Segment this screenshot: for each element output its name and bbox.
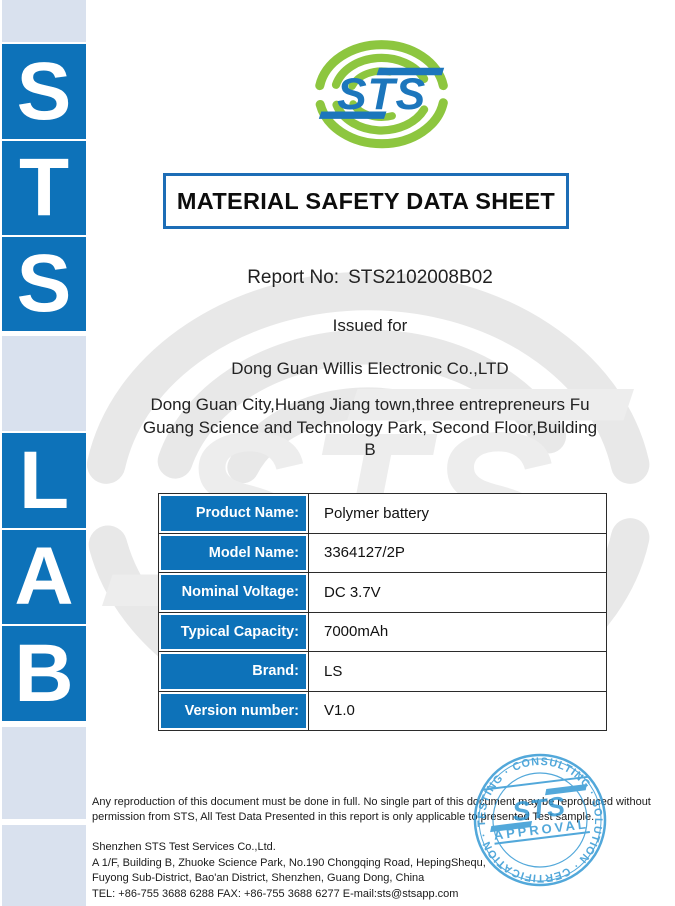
product-spec-table: Product Name: Polymer battery Model Name… xyxy=(158,493,607,731)
sidebar-letter-text: L xyxy=(18,434,70,526)
report-number-label: Report No: xyxy=(247,267,340,288)
spec-label: Typical Capacity: xyxy=(158,611,309,652)
table-row: Product Name: Polymer battery xyxy=(158,493,607,534)
sidebar-letter: S xyxy=(2,237,86,331)
address-line: Guang Science and Technology Park, Secon… xyxy=(142,417,598,437)
spec-label: Model Name: xyxy=(158,532,309,573)
sidebar-spacer xyxy=(2,0,86,42)
report-number-value: STS2102008B02 xyxy=(348,267,493,288)
sidebar-letter-column: S T S L A B xyxy=(2,0,86,906)
spec-label: Version number: xyxy=(158,690,309,731)
document-title: MATERIAL SAFETY DATA SHEET xyxy=(176,187,556,214)
customer-company-name: Dong Guan Willis Electronic Co.,LTD xyxy=(231,359,509,378)
approval-stamp: TESTING · CONSULTING · SOLUTION · CERTIF… xyxy=(469,749,612,892)
disclaimer-text: Any reproduction of this document must b… xyxy=(92,795,652,825)
spec-value: 7000mAh xyxy=(308,611,607,652)
table-row: Brand: LS xyxy=(158,651,607,692)
sidebar-letter-text: S xyxy=(16,238,72,329)
table-row: Version number: V1.0 xyxy=(158,690,607,731)
spec-label: Nominal Voltage: xyxy=(158,572,309,613)
sts-logo: STS xyxy=(315,40,448,149)
spec-value: V1.0 xyxy=(308,690,607,731)
address-line: Dong Guan City,Huang Jiang town,three en… xyxy=(150,395,590,414)
sidebar-letter: T xyxy=(2,141,86,235)
address-line: B xyxy=(364,440,376,459)
table-row: Nominal Voltage: DC 3.7V xyxy=(158,572,607,613)
sidebar-letter-text: T xyxy=(18,142,70,233)
spec-value: 3364127/2P xyxy=(308,532,607,573)
sidebar-letter: S xyxy=(2,44,86,139)
stamp-logo-bar xyxy=(545,784,587,796)
issued-for-label: Issued for xyxy=(332,316,408,335)
stamp-logo-text: STS xyxy=(511,791,567,827)
sidebar-letter: B xyxy=(2,626,86,721)
lab-contact-info: Shenzhen STS Test Services Co.,Ltd. A 1/… xyxy=(92,840,522,902)
lab-tel-fax-email: TEL: +86-755 3688 6288 FAX: +86-755 3688… xyxy=(92,887,459,900)
report-number-line: Report No: STS2102008B02 xyxy=(90,267,650,289)
sidebar-spacer xyxy=(2,336,86,431)
table-row: Model Name: 3364127/2P xyxy=(158,532,607,573)
sidebar-spacer xyxy=(2,727,86,819)
stamp-logo-bar xyxy=(490,820,533,833)
disclaimer-line: permission from STS, All Test Data Prese… xyxy=(92,811,595,823)
sidebar-letter-text: S xyxy=(16,45,72,137)
spec-label: Brand: xyxy=(158,651,309,692)
sidebar-letter: A xyxy=(2,530,86,624)
lab-address-line: A 1/F, Building B, Zhuoke Science Park, … xyxy=(92,856,486,869)
spec-value: Polymer battery xyxy=(308,493,607,534)
sidebar-letter-text: A xyxy=(14,531,74,622)
sidebar-spacer xyxy=(2,825,86,906)
logo-text: STS xyxy=(337,70,426,119)
sidebar-letter-text: B xyxy=(14,627,74,719)
spec-label: Product Name: xyxy=(158,493,309,534)
disclaimer-line: Any reproduction of this document must b… xyxy=(92,796,651,808)
lab-name: Shenzhen STS Test Services Co.,Ltd. xyxy=(92,841,276,853)
spec-value: LS xyxy=(308,651,607,692)
sidebar-letter: L xyxy=(2,433,86,528)
spec-value: DC 3.7V xyxy=(308,572,607,613)
lab-address-line: Fuyong Sub-District, Bao'an District, Sh… xyxy=(92,872,425,884)
document-title-box: MATERIAL SAFETY DATA SHEET xyxy=(163,173,569,229)
table-row: Typical Capacity: 7000mAh xyxy=(158,611,607,652)
customer-company-address: Dong Guan City,Huang Jiang town,three en… xyxy=(90,394,650,462)
